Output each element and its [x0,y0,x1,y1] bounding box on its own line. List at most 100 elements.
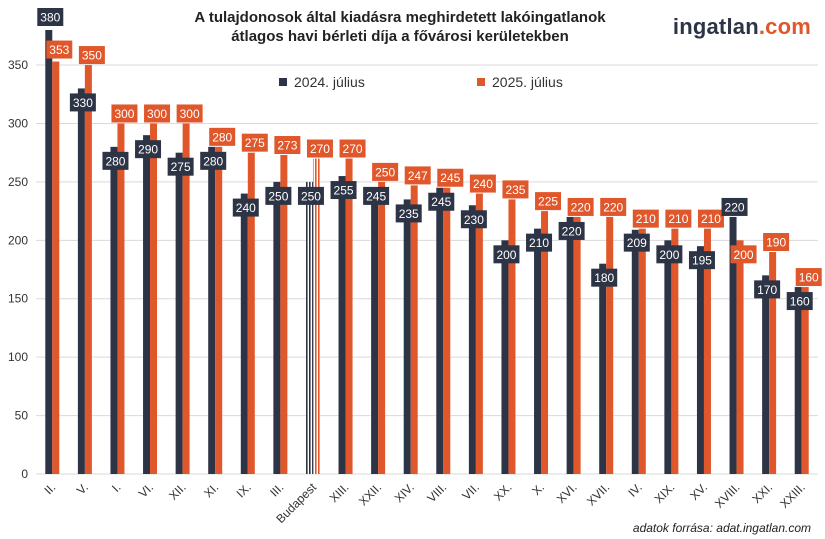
y-tick-label: 100 [8,350,28,364]
bar-2024 [305,181,313,475]
category-label: XXII. [356,480,384,508]
value-label-2024: 160 [790,295,810,309]
bar-2024 [403,199,411,474]
legend: 2024. július 2025. július [279,74,563,90]
category-label: XI. [201,480,221,500]
value-label-2024: 275 [171,160,191,174]
bar-2024 [175,152,183,474]
bar-2025 [443,187,451,474]
bar-2024 [143,135,151,474]
value-label-2024-bg [591,268,618,287]
category-label: XIV. [392,480,417,505]
value-label-2025-bg [111,104,138,123]
bar-2025 [703,228,711,474]
bar-2025 [247,152,255,474]
bars [45,30,809,475]
value-label-2025-bg [46,40,73,59]
value-label-2025: 275 [245,136,265,150]
value-label-2025-bg [78,46,105,65]
value-label-2025-bg [372,162,399,181]
y-tick-label: 200 [8,233,28,247]
chart-title: A tulajdonosok által kiadásra meghirdete… [150,8,650,46]
value-label-2024-bg [167,157,194,176]
bar-2025 [378,181,386,475]
value-label-2025: 247 [408,169,428,183]
bar-2024 [240,193,248,474]
bar-2025 [573,216,581,474]
bar-2024 [696,246,704,474]
value-label-2025: 250 [375,165,395,179]
value-label-2025: 300 [147,107,167,121]
value-label-2024: 280 [105,154,125,168]
value-label-2025-bg [763,233,790,251]
value-labels: 380 353 330 350 280 300 290 300 275 300 280 280 240 2… [37,8,822,311]
category-label: XIII. [327,480,352,505]
legend-label-2025: 2025. július [492,74,563,90]
value-label-2024: 245 [431,195,451,209]
bar-2025 [182,123,190,474]
bar-2024 [794,287,802,474]
value-label-2024-bg [363,186,390,205]
y-tick-label: 150 [8,292,28,306]
bar-2025 [215,146,223,474]
value-label-2025-bg [535,192,562,211]
value-label-2025: 350 [82,49,102,63]
bar-2025 [638,228,646,474]
value-label-2025: 300 [114,107,134,121]
y-tick-label: 50 [15,409,29,423]
value-label-2024-bg [493,245,520,264]
value-label-2024-bg [623,233,650,252]
value-label-2024: 380 [40,11,60,25]
legend-label-2024: 2024. július [294,74,365,90]
category-label: VI. [136,480,156,500]
value-label-2025: 160 [799,271,819,285]
category-label: XVI. [554,480,580,506]
bar-2024 [534,228,542,474]
value-label-2025-bg [795,268,822,287]
bar-2024 [501,240,509,474]
bar-2024 [631,229,639,474]
category-label: VIII. [424,480,449,505]
bar-2024 [338,176,346,475]
value-label-2024-bg [754,280,781,299]
bar-2025 [117,123,125,474]
value-label-2024-bg [656,245,683,264]
value-label-2024-bg [526,233,553,252]
value-label-2025: 245 [440,171,460,185]
bar-2024 [566,216,574,474]
value-label-2025: 225 [538,195,558,209]
value-label-2025-bg [209,127,236,146]
value-label-2024: 209 [627,236,647,250]
value-label-2025-bg [600,197,627,216]
bar-2025 [410,185,418,474]
bar-2025 [280,155,288,474]
category-label: II. [41,480,58,497]
value-label-2025: 235 [505,183,525,197]
value-label-2025: 270 [310,142,330,156]
legend-swatch-2024 [279,78,287,86]
bar-2024 [468,205,476,474]
value-label-2024: 240 [236,201,256,215]
y-tick-label: 0 [21,467,28,481]
value-label-2025: 190 [766,236,786,250]
value-label-2025: 280 [212,130,232,144]
value-label-2024: 245 [366,189,386,203]
value-label-2025-bg [632,209,659,228]
value-label-2024-bg [265,186,292,205]
data-source-note: adatok forrása: adat.ingatlan.com [632,521,811,535]
value-label-2025-bg [144,104,171,123]
value-label-2024: 280 [203,154,223,168]
value-label-2024: 250 [301,189,321,203]
value-label-2025: 210 [701,212,721,226]
value-label-2024-bg [460,210,487,229]
value-label-2025-bg [437,168,464,187]
value-label-2025: 273 [277,139,297,153]
bar-2024 [110,146,118,474]
bar-2024 [664,240,672,474]
value-label-2025: 240 [473,177,493,191]
value-label-2024-bg [558,221,585,240]
value-label-2025-bg [176,104,203,123]
value-label-2025: 220 [603,200,623,214]
value-label-2024: 250 [268,189,288,203]
